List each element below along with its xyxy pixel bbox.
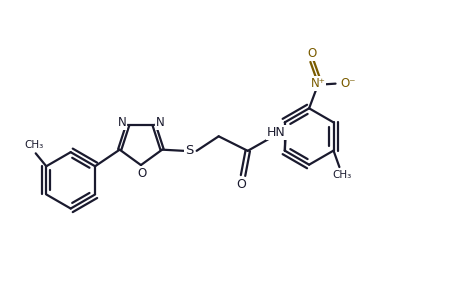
Text: N: N — [156, 116, 164, 129]
Text: O⁻: O⁻ — [341, 77, 356, 90]
Text: CH₃: CH₃ — [333, 170, 352, 180]
Text: S: S — [185, 144, 194, 157]
Text: O: O — [236, 178, 246, 191]
Text: O: O — [137, 167, 147, 180]
Text: N⁺: N⁺ — [310, 77, 325, 90]
Text: N: N — [117, 116, 126, 129]
Text: HN: HN — [267, 127, 286, 140]
Text: CH₃: CH₃ — [24, 140, 44, 150]
Text: O: O — [308, 47, 317, 60]
